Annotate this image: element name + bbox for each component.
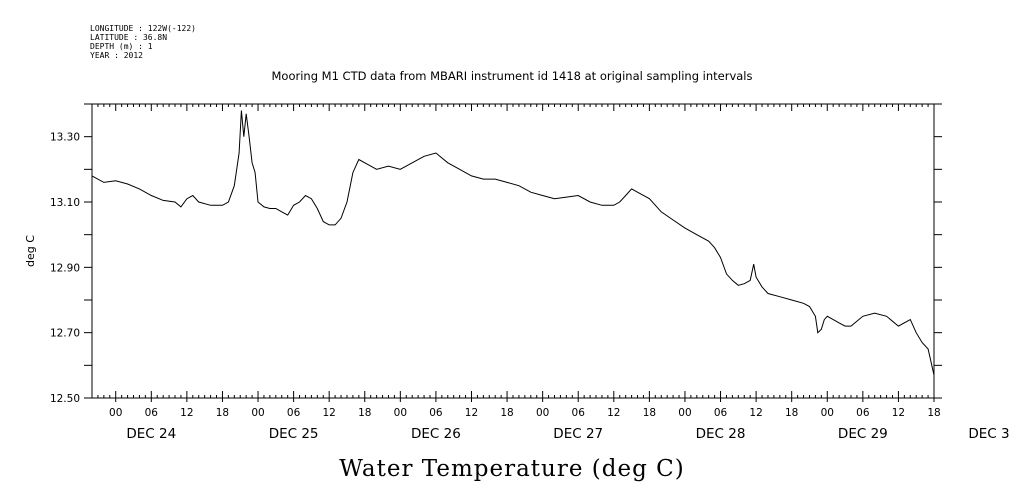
x-hour-label: 12 bbox=[892, 407, 905, 419]
x-day-label: DEC 30 bbox=[968, 426, 1009, 442]
y-tick-label: 13.10 bbox=[50, 197, 80, 209]
temperature-series-line bbox=[91, 110, 935, 376]
x-day-label: DEC 27 bbox=[553, 426, 603, 442]
x-hour-label: 18 bbox=[927, 407, 940, 419]
x-hour-label: 18 bbox=[216, 407, 229, 419]
x-day-label: DEC 26 bbox=[411, 426, 461, 442]
x-hour-label: 06 bbox=[572, 407, 586, 419]
x-hour-label: 06 bbox=[287, 407, 301, 419]
y-tick-label: 12.50 bbox=[50, 393, 80, 405]
x-hour-label: 12 bbox=[607, 407, 620, 419]
x-hour-label: 06 bbox=[145, 407, 159, 419]
x-hour-label: 12 bbox=[322, 407, 335, 419]
year-text: YEAR : 2012 bbox=[90, 51, 143, 60]
x-hour-label: 00 bbox=[678, 407, 691, 419]
x-hour-label: 00 bbox=[821, 407, 834, 419]
x-hour-label: 18 bbox=[785, 407, 798, 419]
x-hour-label: 00 bbox=[536, 407, 549, 419]
y-tick-label: 12.90 bbox=[50, 262, 80, 274]
plot-frame bbox=[91, 103, 935, 399]
x-hour-label: 06 bbox=[714, 407, 728, 419]
x-hour-label: 00 bbox=[109, 407, 122, 419]
x-hour-label: 06 bbox=[429, 407, 443, 419]
x-hour-label: 18 bbox=[500, 407, 513, 419]
x-hour-label: 00 bbox=[394, 407, 407, 419]
x-hour-label: 12 bbox=[180, 407, 193, 419]
depth-text: DEPTH (m) : 1 bbox=[90, 42, 153, 51]
x-hour-label: 12 bbox=[749, 407, 762, 419]
x-hour-label: 06 bbox=[856, 407, 870, 419]
x-day-label: DEC 24 bbox=[126, 426, 176, 442]
x-hour-label: 18 bbox=[358, 407, 371, 419]
x-axis-label: Water Temperature (deg C) bbox=[339, 456, 684, 482]
y-axis-label: deg C bbox=[24, 235, 37, 267]
x-hour-label: 12 bbox=[465, 407, 478, 419]
x-day-label: DEC 28 bbox=[696, 426, 746, 442]
y-tick-label: 13.30 bbox=[50, 132, 80, 144]
latitude-text: LATITUDE : 36.8N bbox=[90, 33, 167, 42]
x-day-label: DEC 25 bbox=[269, 426, 319, 442]
axis-ticks bbox=[84, 103, 942, 402]
x-hour-label: 18 bbox=[643, 407, 656, 419]
chart-title: Mooring M1 CTD data from MBARI instrumen… bbox=[272, 69, 753, 83]
y-tick-label: 12.70 bbox=[50, 328, 80, 340]
tick-labels: 00 06 12 18 00 06 12 18 00 06 12 18 00 06 12 18 00 06 12 18… bbox=[50, 132, 1009, 442]
x-hour-label: 00 bbox=[251, 407, 264, 419]
longitude-text: LONGITUDE : 122W(-122) bbox=[90, 24, 196, 33]
x-day-label: DEC 29 bbox=[838, 426, 888, 442]
